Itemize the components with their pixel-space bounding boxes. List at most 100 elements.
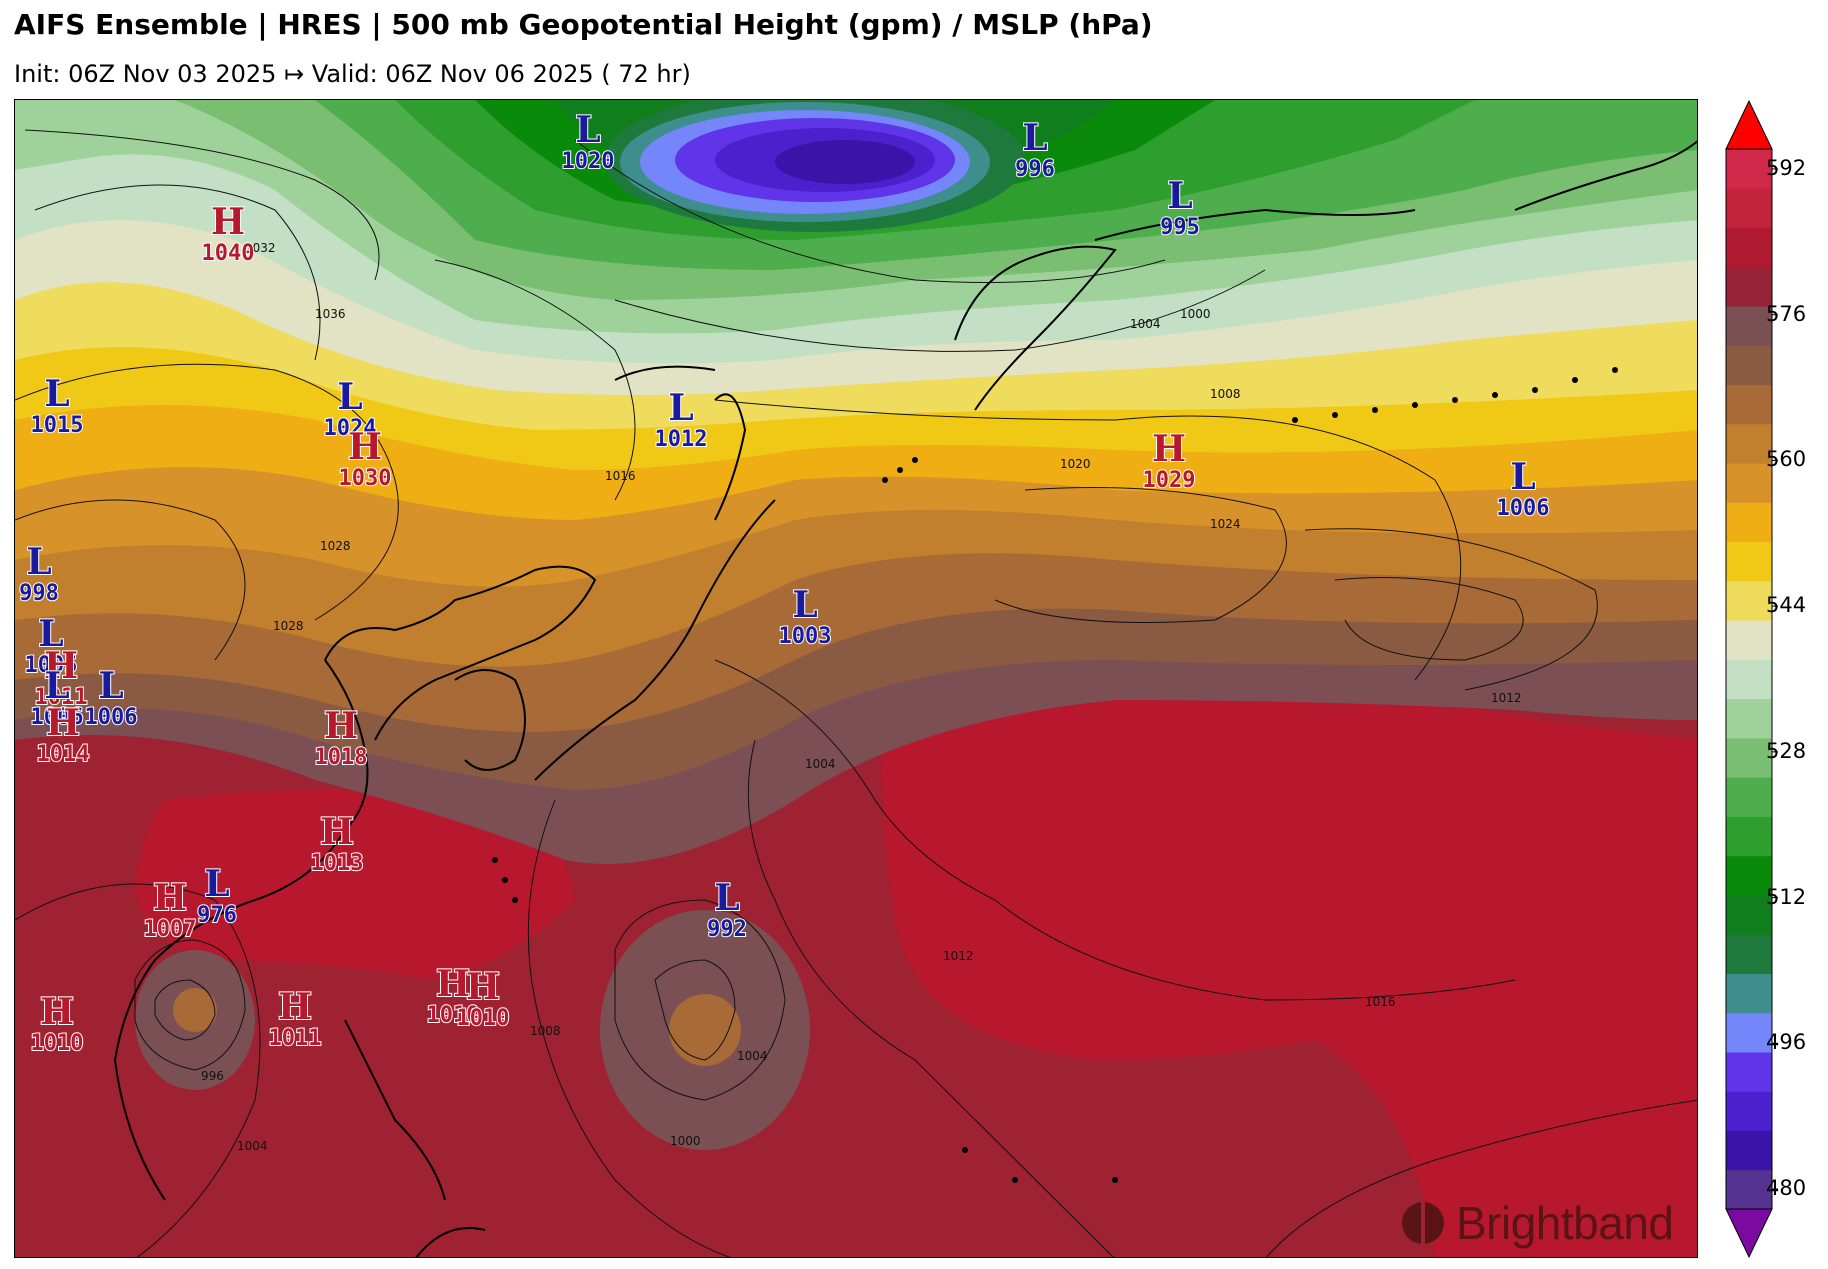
colorbar-segment [1726, 698, 1772, 739]
colorbar-max-extension [1725, 99, 1773, 150]
typhoon-eye-west [173, 988, 217, 1032]
height-band-592-west [135, 790, 575, 980]
high-marker: H [436, 963, 470, 1005]
pressure-value: 998 [19, 581, 59, 606]
colorbar-tick-label: 576 [1766, 301, 1807, 326]
map-subtitle: Init: 06Z Nov 03 2025 ↦ Valid: 06Z Nov 0… [14, 60, 691, 88]
isobar-label: 1028 [273, 619, 304, 633]
pressure-value: 995 [1160, 215, 1200, 240]
high-marker: H [211, 201, 245, 243]
colorbar-segment [1726, 973, 1772, 1014]
colorbar-tick-label: 512 [1766, 884, 1807, 909]
colorbar-segment [1726, 855, 1772, 896]
isobar-label: 1020 [1060, 457, 1091, 471]
colorbar-segment [1726, 580, 1772, 621]
pressure-value: 1013 [311, 851, 364, 876]
colorbar [1725, 99, 1778, 1259]
colorbar-segment [1726, 188, 1772, 229]
isobar-label: 1004 [805, 757, 836, 771]
low-marker: L [714, 877, 739, 919]
pressure-value: 1015 [31, 413, 84, 438]
low-marker: L [204, 863, 229, 905]
colorbar-segment [1726, 502, 1772, 543]
pressure-value: 1030 [339, 466, 392, 491]
pressure-value: 1014 [37, 742, 90, 767]
isobar-label: 1024 [1210, 517, 1241, 531]
brightband-logo: Brightband [1400, 1196, 1674, 1250]
isobar-label: 1012 [943, 949, 974, 963]
high-marker: H [153, 877, 187, 919]
colorbar-segment [1726, 1051, 1772, 1092]
pressure-value: 1029 [1143, 468, 1196, 493]
high-marker: H [44, 645, 78, 687]
pressure-value: 1007 [144, 917, 197, 942]
pressure-value: 1006 [1497, 496, 1550, 521]
geopotential-height-map: 1032 1036 1028 1028 1016 1020 1024 1008 1004 1000… [15, 100, 1697, 1257]
colorbar-tick-label: 544 [1766, 593, 1807, 618]
colorbar-segment [1726, 620, 1772, 660]
colorbar-outline [1725, 148, 1773, 1210]
low-marker: L [44, 373, 69, 415]
colorbar-segment [1726, 816, 1772, 857]
pressure-value: 996 [1015, 157, 1055, 182]
height-band-592-east [881, 653, 1697, 1257]
pressure-value: 1012 [655, 427, 708, 452]
pressure-value: 1010 [31, 1031, 84, 1056]
isobar-label: 996 [201, 1069, 224, 1083]
colorbar-segment [1726, 1130, 1772, 1171]
colorbar-segment [1726, 1169, 1772, 1210]
isobar-label: 1012 [1491, 691, 1522, 705]
isobar-label: 1016 [605, 469, 636, 483]
pressure-value: 976 [197, 903, 237, 928]
low-marker: L [98, 665, 123, 707]
low-marker: L [1022, 117, 1047, 159]
low-marker: L [1167, 175, 1192, 217]
colorbar-segment [1726, 894, 1772, 935]
isobar-label: 1008 [1210, 387, 1241, 401]
low-marker: L [1510, 456, 1535, 498]
brightband-icon [1402, 1202, 1444, 1244]
pressure-value: 1011 [269, 1026, 322, 1051]
colorbar-segment [1726, 149, 1772, 189]
colorbar-segment [1726, 306, 1772, 346]
colorbar-segment [1726, 777, 1772, 817]
pressure-value: 1003 [779, 624, 832, 649]
high-marker: H [348, 426, 382, 468]
map-panel: 1032 1036 1028 1028 1016 1020 1024 1008 1004 1000… [14, 99, 1698, 1258]
isobar-label: 1000 [1180, 307, 1211, 321]
colorbar-tick-label: 496 [1766, 1030, 1807, 1055]
colorbar-tick-label: 528 [1766, 738, 1807, 763]
colorbar-segment [1726, 266, 1772, 307]
colorbar-min-extension [1725, 1208, 1773, 1259]
isobar-label: 1008 [530, 1024, 561, 1038]
colorbar-segment [1726, 463, 1772, 503]
pressure-value: 1020 [562, 149, 615, 174]
colorbar-tick-label: 592 [1766, 156, 1807, 180]
pressure-value: 1005 [25, 653, 78, 678]
low-marker: L [337, 376, 362, 418]
high-marker: H [324, 705, 358, 747]
isobar-label: 1004 [1130, 317, 1161, 331]
isobar-contours [15, 129, 1697, 1257]
high-marker: H [46, 702, 80, 744]
isobar-label: 1036 [315, 307, 346, 321]
low-marker: L [44, 665, 69, 707]
high-marker: H [278, 986, 312, 1028]
brand-name: Brightband [1456, 1197, 1674, 1249]
map-title: AIFS Ensemble | HRES | 500 mb Geopotenti… [14, 8, 1153, 41]
high-marker: H [466, 966, 500, 1008]
